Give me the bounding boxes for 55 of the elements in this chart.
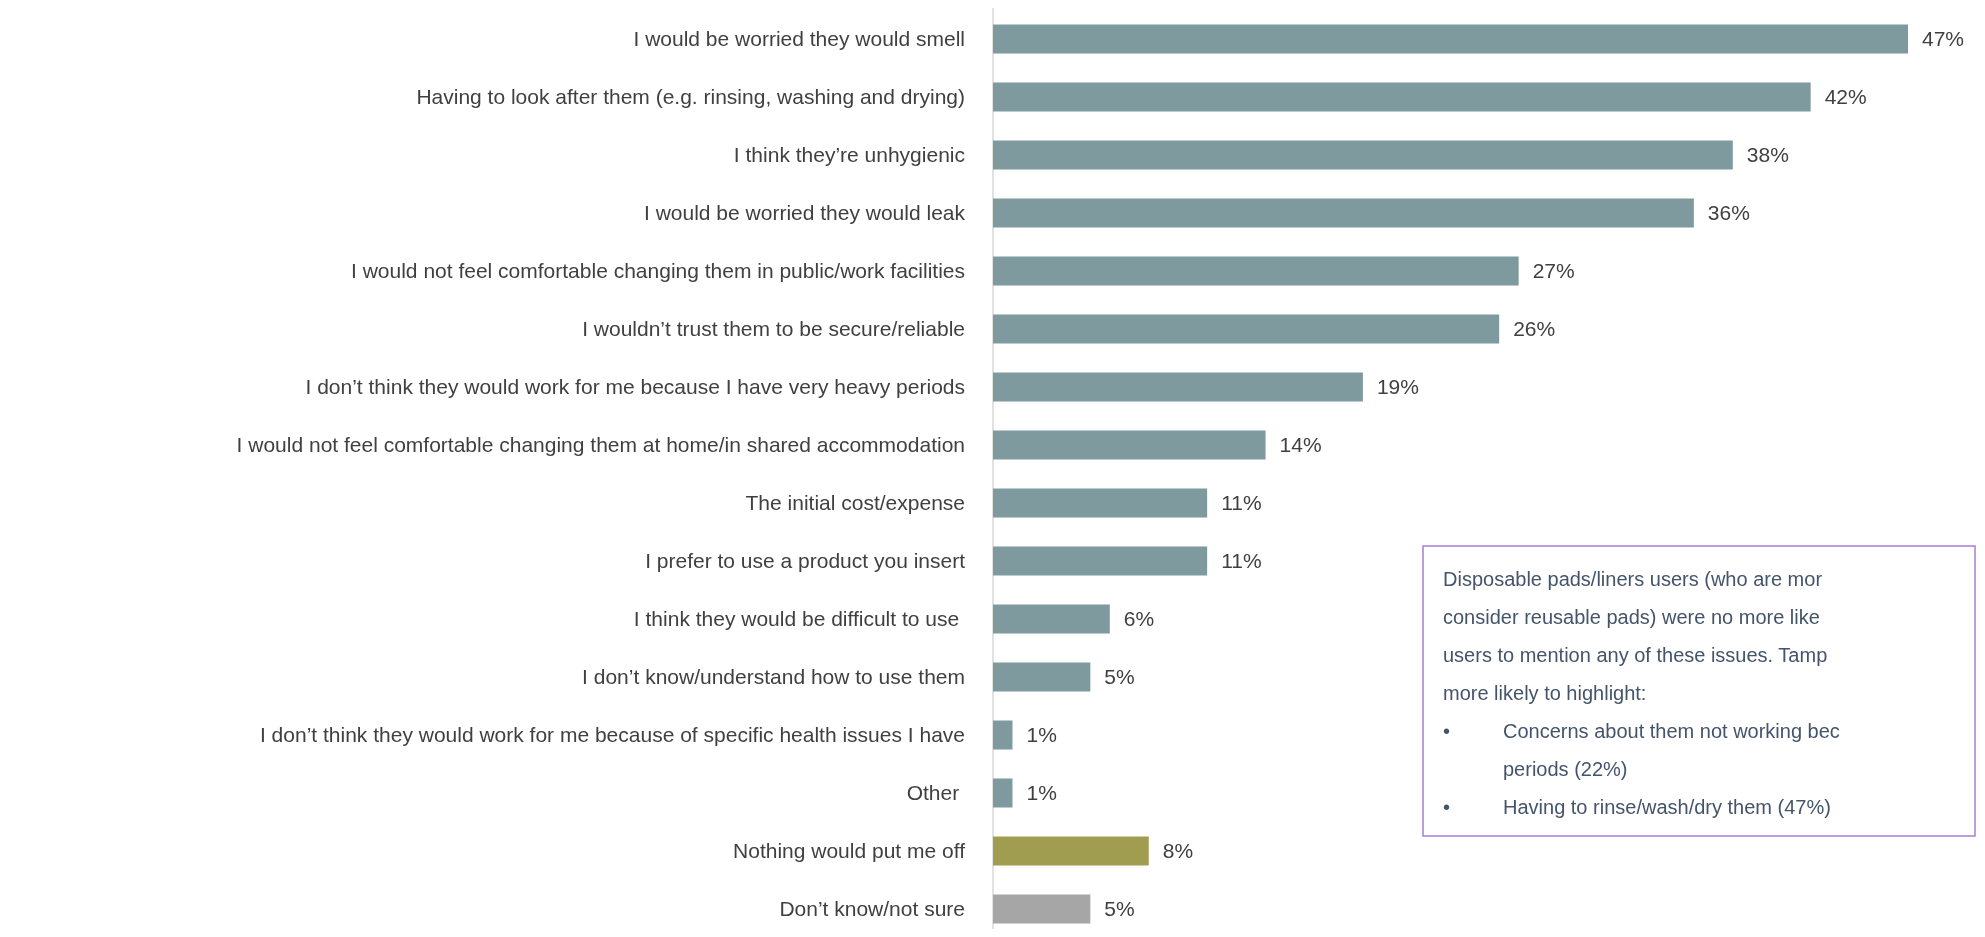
- data-label: 11%: [1221, 491, 1262, 515]
- y-tick-label: I would be worried they would leak: [643, 201, 966, 225]
- bar: [993, 720, 1013, 750]
- y-tick-label: I would be worried they would smell: [633, 27, 965, 51]
- data-label: 19%: [1376, 375, 1419, 399]
- y-tick-label: Other: [906, 781, 965, 805]
- data-label: 6%: [1123, 607, 1155, 631]
- bar: [993, 314, 1500, 344]
- text: • Concerns about them not working bec: [1443, 720, 1840, 742]
- bar: [993, 778, 1013, 808]
- bar: [993, 198, 1694, 228]
- annotation: consider reusable pads) were no more like: [1443, 606, 1820, 628]
- bar: [993, 430, 1266, 460]
- data-label: 5%: [1104, 665, 1135, 689]
- y-tick-label: Don’t know/not sure: [779, 897, 965, 921]
- text: • Having to rinse/wash/dry them (47%): [1443, 796, 1831, 818]
- bar: [993, 140, 1733, 170]
- bar: [993, 604, 1110, 634]
- data-label: 11%: [1221, 549, 1262, 573]
- data-label: 42%: [1824, 85, 1867, 109]
- bar: [993, 82, 1811, 112]
- y-tick-label: Having to look after them (e.g. rinsing, washing and drying): [416, 85, 965, 109]
- y-tick-label: The initial cost/expense: [745, 491, 965, 515]
- bar: [993, 836, 1149, 866]
- y-tick-label: I would not feel comfortable changing them in public/work facilities: [351, 259, 965, 283]
- y-tick-label: I wouldn’t trust them to be secure/reliable: [582, 317, 965, 341]
- data-label: 1%: [1026, 723, 1057, 747]
- data-label: 47%: [1922, 27, 1965, 51]
- y-tick-label: I don’t know/understand how to use them: [582, 665, 965, 689]
- bar: [993, 546, 1208, 576]
- data-label: 5%: [1104, 897, 1135, 921]
- bar: [993, 488, 1208, 518]
- bar: [993, 662, 1091, 692]
- annotation: users to mention any of these issues. Tamp: [1443, 644, 1828, 666]
- y-tick-label: I don’t think they would work for me because I have very heavy periods: [305, 375, 965, 399]
- data-label: 8%: [1162, 839, 1194, 863]
- y-tick-label: I prefer to use a product you insert: [645, 549, 966, 573]
- y-tick-label: I would not feel comfortable changing them at home/in shared accommodation: [236, 433, 965, 457]
- annotation: Disposable pads/liners users (who are mor: [1443, 568, 1823, 590]
- bar: [993, 894, 1091, 924]
- y-tick-label: I don’t think they would work for me because of specific health issues I have: [259, 723, 965, 747]
- data-label: 1%: [1026, 781, 1057, 805]
- data-label: 36%: [1707, 201, 1750, 225]
- bar: [993, 256, 1519, 286]
- y-tick-label: Nothing would put me off: [733, 839, 966, 863]
- annotation: periods (22%): [1503, 758, 1628, 780]
- data-label: 27%: [1532, 259, 1575, 283]
- data-label: 26%: [1513, 317, 1556, 341]
- y-tick-label: I think they’re unhygienic: [733, 143, 965, 167]
- annotation: more likely to highlight:: [1443, 682, 1647, 704]
- bar: [993, 372, 1363, 402]
- bar: [993, 24, 1908, 54]
- data-label: 38%: [1746, 143, 1789, 167]
- data-label: 14%: [1279, 433, 1322, 457]
- y-tick-label: I think they would be difficult to use: [633, 607, 965, 631]
